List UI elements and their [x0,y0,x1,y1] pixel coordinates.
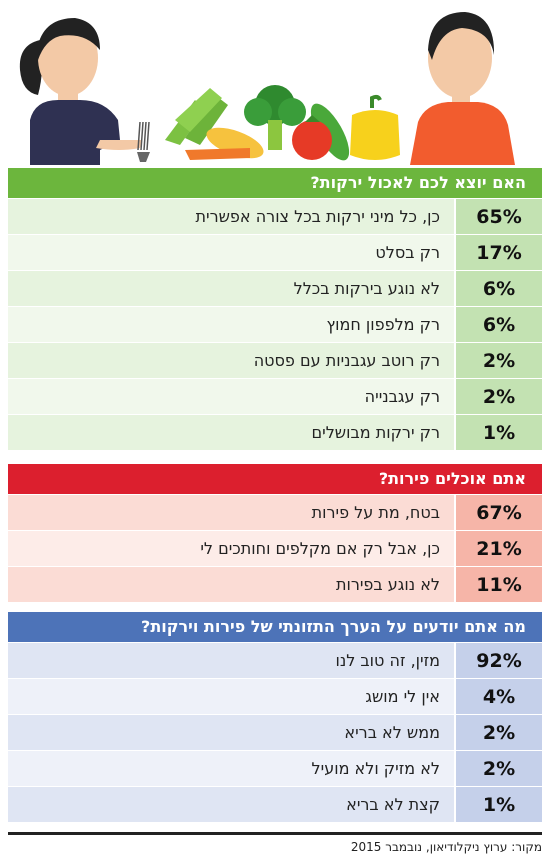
vegetables-section: האם יוצא לכם לאכול ירקות? 65% כן, כל מיני … [8,168,542,450]
percent-value: 1% [454,787,542,822]
percent-value: 1% [454,415,542,450]
percent-value: 11% [454,567,542,602]
table-row: 4% אין לי מושג [8,678,542,714]
table-row: 2% רק עגבנייה [8,378,542,414]
answer-label: לא מזיק ולא מועיל [311,759,440,778]
table-row: 21% כן, אבל רק אם מקלפים וחותכים לי [8,530,542,566]
answer-label: אין לי מושג [365,687,440,706]
table-row: 65% כן, כל מיני ירקות בכל צורה אפשרית [8,198,542,234]
answer-label: לא נוגע בירקות בכלל [293,279,440,298]
table-row: 2% לא מזיק ולא מועיל [8,750,542,786]
nutrition-section: מה אתם יודעים על הערך התזונתי של פירות ו… [8,612,542,822]
answer-label: לא נוגע בפירות [335,575,440,594]
section-title: אתם אוכלים פירות? [8,464,542,494]
table-row: 6% רק מלפפון חמוץ [8,306,542,342]
percent-value: 4% [454,679,542,714]
answer-label: רק בסלט [375,243,440,262]
table-row: 92% מזין, זה טוב לנו [8,642,542,678]
answer-label: ממש לא בריא [344,723,440,742]
table-row: 6% לא נוגע בירקות בכלל [8,270,542,306]
answer-label: בטח, מת על פירות [311,503,440,522]
table-row: 1% קצת לא בריא [8,786,542,822]
vegetables-illustration [165,85,400,161]
fruits-section: אתם אוכלים פירות? 67% בטח, מת על פירות 21% כ… [8,464,542,602]
table-row: 11% לא נוגע בפירות [8,566,542,602]
answer-label: קצת לא בריא [346,795,440,814]
percent-value: 17% [454,235,542,270]
percent-value: 2% [454,751,542,786]
table-row: 2% רק רוטב עגבניות עם פסטה [8,342,542,378]
percent-value: 21% [454,531,542,566]
percent-value: 6% [454,307,542,342]
section-title: האם יוצא לכם לאכול ירקות? [8,168,542,198]
table-row: 67% בטח, מת על פירות [8,494,542,530]
percent-value: 65% [454,199,542,234]
percent-value: 6% [454,271,542,306]
table-row: 17% רק בסלט [8,234,542,270]
percent-value: 2% [454,343,542,378]
header-illustration [19,12,515,165]
answer-label: רק רוטב עגבניות עם פסטה [253,351,440,370]
footer-divider [8,832,542,835]
answer-label: רק עגבנייה [364,387,440,406]
percent-value: 2% [454,715,542,750]
boy-illustration [410,12,515,165]
percent-value: 67% [454,495,542,530]
source-note: מקור: ערוץ ניקלודיאון, נובמבר 2015 [350,840,542,854]
answer-label: מזין, זה טוב לנו [335,651,440,670]
table-row: 2% ממש לא בריא [8,714,542,750]
answer-label: רק ירקות מבושלים [311,423,441,442]
answer-label: רק מלפפון חמוץ [326,315,440,334]
answer-label: כן, כל מיני ירקות בכל צורה אפשרית [195,207,440,226]
percent-value: 92% [454,643,542,678]
table-row: 1% רק ירקות מבושלים [8,414,542,450]
answer-label: כן, אבל רק אם מקלפים וחותכים לי [200,539,440,558]
girl-illustration [19,18,150,165]
section-title: מה אתם יודעים על הערך התזונתי של פירות ו… [8,612,542,642]
percent-value: 2% [454,379,542,414]
